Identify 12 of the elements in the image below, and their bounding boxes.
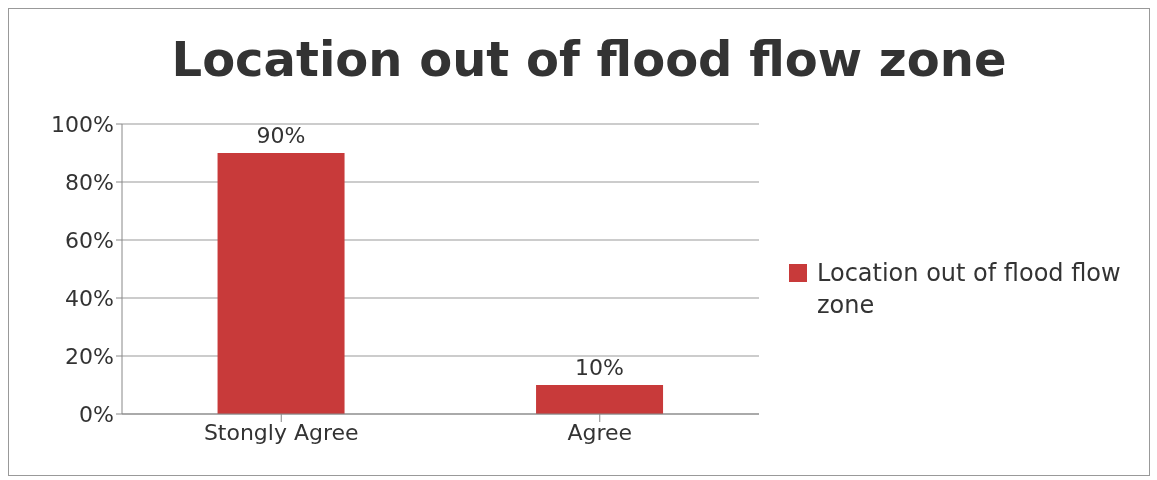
y-tick-label: 60% — [65, 227, 114, 253]
x-tick-label: Agree — [567, 419, 633, 445]
y-tick-label: 100% — [51, 111, 114, 137]
data-label: 10% — [575, 355, 624, 380]
chart-title: Location out of flood flow zone — [170, 30, 1008, 89]
legend-label: Location out of flood flow zone — [817, 258, 1122, 321]
y-tick-label: 20% — [65, 343, 114, 369]
y-tick-label: 40% — [65, 285, 114, 311]
data-label: 90% — [256, 123, 306, 148]
x-tick-label: Stongly Agree — [203, 419, 359, 445]
y-tick-label: 80% — [65, 169, 114, 195]
y-tick-label: 0% — [79, 401, 114, 427]
